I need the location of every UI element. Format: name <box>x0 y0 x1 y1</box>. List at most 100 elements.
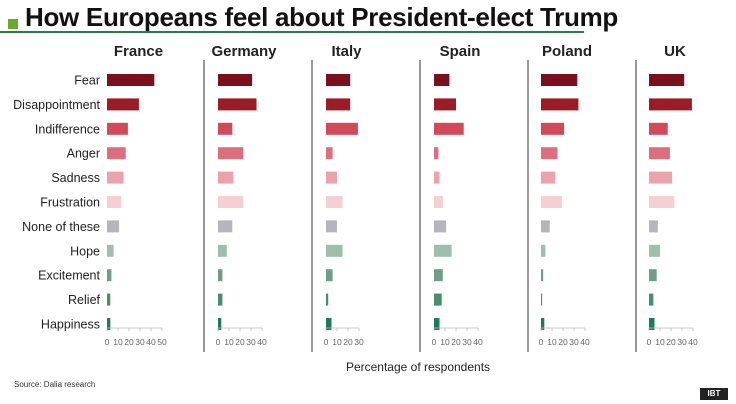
bar-uk-frustration <box>649 196 675 208</box>
bar-poland-relief <box>541 293 543 306</box>
tick-label-france-20: 20 <box>124 337 134 347</box>
tick-label-uk-10: 10 <box>655 337 665 347</box>
panel-title-poland: Poland <box>542 43 592 60</box>
bar-france-disappointment <box>107 98 139 111</box>
category-label-frustration: Frustration <box>40 196 100 210</box>
bar-france-anger <box>107 147 126 160</box>
tick-label-uk-40: 40 <box>688 337 698 347</box>
bar-poland-frustration <box>541 196 562 208</box>
source-note: Source: Dalia research <box>14 380 96 389</box>
bar-france-excitement <box>107 269 112 282</box>
bar-germany-frustration <box>218 196 244 208</box>
bar-italy-disappointment <box>326 98 351 111</box>
tick-label-germany-10: 10 <box>224 337 234 347</box>
ibt-logo: IBT <box>700 388 728 400</box>
category-label-happiness: Happiness <box>41 318 100 332</box>
panel-title-italy: Italy <box>331 43 362 60</box>
bar-spain-anger <box>434 147 439 160</box>
bar-uk-hope <box>649 244 660 257</box>
chart-title: How Europeans feel about President-elect… <box>25 2 618 32</box>
bar-germany-hope <box>218 244 227 257</box>
bar-chart: Fear Disappointment Indifference Anger Sadne… <box>13 43 698 374</box>
bar-poland-sadness <box>541 171 556 184</box>
bar-spain-relief <box>434 293 442 306</box>
bar-germany-indifference <box>218 122 233 135</box>
bar-uk-disappointment <box>649 98 692 111</box>
tick-label-poland-20: 20 <box>558 337 568 347</box>
bar-spain-none-of-these <box>434 220 447 233</box>
tick-label-poland-40: 40 <box>580 337 590 347</box>
tick-label-germany-30: 30 <box>246 337 256 347</box>
bar-poland-indifference <box>541 122 565 135</box>
panel-title-spain: Spain <box>440 43 481 60</box>
bar-italy-frustration <box>326 196 343 208</box>
category-label-indifference: Indifference <box>35 122 100 136</box>
bar-poland-hope <box>541 244 546 257</box>
bar-france-indifference <box>107 122 128 135</box>
bar-germany-relief <box>218 293 223 306</box>
bar-germany-disappointment <box>218 98 257 111</box>
title-accent-square <box>8 19 18 29</box>
tick-label-uk-30: 30 <box>677 337 687 347</box>
bar-spain-happiness <box>434 318 440 330</box>
tick-label-spain-30: 30 <box>462 337 472 347</box>
x-axis-label: Percentage of respondents <box>346 360 490 374</box>
tick-label-spain-10: 10 <box>440 337 450 347</box>
bar-spain-excitement <box>434 269 443 282</box>
bar-spain-indifference <box>434 122 464 135</box>
category-label-excitement: Excitement <box>38 269 100 283</box>
panel-title-france: France <box>114 43 163 60</box>
bar-italy-excitement <box>326 269 333 282</box>
bar-poland-anger <box>541 147 558 160</box>
bar-spain-frustration <box>434 196 443 208</box>
tick-label-germany-20: 20 <box>235 337 245 347</box>
tick-label-france-50: 50 <box>157 337 167 347</box>
tick-label-spain-40: 40 <box>473 337 483 347</box>
bar-uk-none-of-these <box>649 220 658 233</box>
bar-spain-fear <box>434 74 450 86</box>
bar-france-hope <box>107 244 114 257</box>
bar-france-sadness <box>107 171 124 184</box>
bar-italy-indifference <box>326 122 358 135</box>
bar-france-frustration <box>107 196 122 208</box>
bar-uk-relief <box>649 293 654 306</box>
tick-label-spain-20: 20 <box>451 337 461 347</box>
tick-label-germany-40: 40 <box>257 337 267 347</box>
bar-spain-hope <box>434 244 452 257</box>
bar-poland-happiness <box>541 318 545 330</box>
tick-label-spain-0: 0 <box>432 337 437 347</box>
bar-germany-none-of-these <box>218 220 233 233</box>
tick-label-france-0: 0 <box>105 337 110 347</box>
category-label-fear: Fear <box>74 74 100 88</box>
tick-label-poland-0: 0 <box>539 337 544 347</box>
header: How Europeans feel about President-elect… <box>0 0 736 34</box>
bar-poland-none-of-these <box>541 220 550 233</box>
tick-label-france-30: 30 <box>135 337 145 347</box>
bar-italy-none-of-these <box>326 220 337 233</box>
panel-title-germany: Germany <box>211 43 277 60</box>
bar-germany-excitement <box>218 269 223 282</box>
tick-label-france-40: 40 <box>146 337 156 347</box>
bar-uk-fear <box>649 74 685 86</box>
panel-title-uk: UK <box>664 43 686 60</box>
category-label-sadness: Sadness <box>51 171 100 185</box>
bar-uk-sadness <box>649 171 673 184</box>
bar-france-fear <box>107 74 155 86</box>
bar-poland-excitement <box>541 269 544 282</box>
bar-italy-happiness <box>326 318 332 330</box>
tick-label-poland-10: 10 <box>547 337 557 347</box>
bar-germany-sadness <box>218 171 234 184</box>
category-label-relief: Relief <box>68 293 100 307</box>
bar-spain-disappointment <box>434 98 456 111</box>
bar-germany-happiness <box>218 318 222 330</box>
bar-germany-anger <box>218 147 244 160</box>
tick-label-poland-30: 30 <box>569 337 579 347</box>
bar-uk-indifference <box>649 122 668 135</box>
tick-label-uk-0: 0 <box>647 337 652 347</box>
category-label-disappointment: Disappointment <box>13 98 100 112</box>
bar-italy-fear <box>326 74 351 86</box>
tick-label-germany-0: 0 <box>216 337 221 347</box>
tick-label-uk-20: 20 <box>666 337 676 347</box>
bar-uk-excitement <box>649 269 657 282</box>
category-label-none-of-these: None of these <box>22 220 100 234</box>
